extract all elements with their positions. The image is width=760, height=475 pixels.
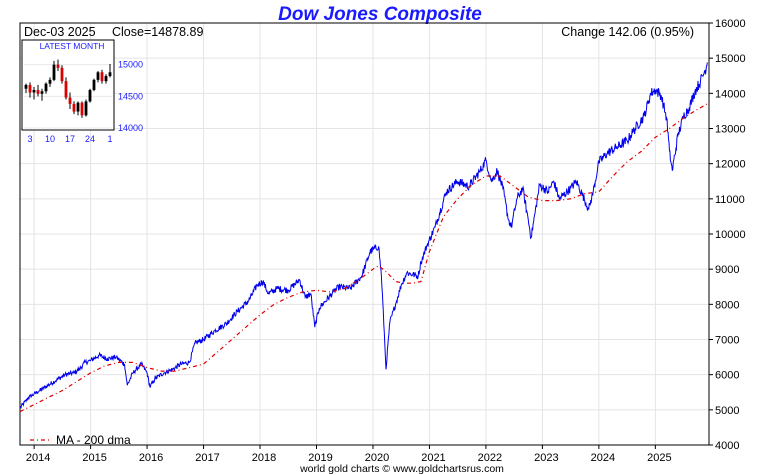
grid	[20, 22, 709, 446]
inset-candle-body	[28, 84, 32, 93]
x-tick-label: 2016	[139, 452, 163, 464]
y-tick-label: 16000	[715, 18, 746, 30]
inset-candle-body	[36, 90, 40, 94]
inset-x-tick-label: 24	[85, 134, 95, 144]
y-tick-label: 9000	[715, 264, 739, 276]
y-tick-label: 15000	[715, 53, 746, 65]
y-tick-label: 14000	[715, 88, 746, 100]
inset-y-tick-label: 15000	[118, 60, 143, 70]
x-tick-label: 2014	[26, 452, 50, 464]
x-tick-label: 2021	[421, 452, 445, 464]
x-tick-label: 2023	[534, 452, 558, 464]
x-tick-label: 2017	[195, 452, 219, 464]
inset-candle-body	[56, 64, 60, 68]
header-close: Close=14878.89	[112, 25, 203, 39]
inset-candle-body	[80, 102, 84, 116]
inset-x-axis: 3 10 17 24 1	[27, 134, 112, 144]
x-tick-label: 2015	[82, 452, 106, 464]
y-tick-label: 7000	[715, 335, 739, 347]
inset-y-tick-label: 14000	[118, 123, 143, 133]
inset-candle-body	[24, 84, 28, 89]
legend: MA - 200 dma	[30, 433, 131, 447]
inset-candle-body	[88, 90, 92, 102]
inset-grid	[24, 64, 112, 129]
inset-candle-body	[44, 83, 48, 92]
inset-x-tick-label: 3	[27, 134, 32, 144]
inset-candle-body	[100, 72, 104, 82]
y-tick-label: 8000	[715, 299, 739, 311]
x-tick-label: 2025	[647, 452, 671, 464]
inset-x-tick-label: 17	[65, 134, 75, 144]
y-tick-label: 5000	[715, 405, 739, 417]
x-tick-label: 2020	[365, 452, 389, 464]
inset-candle-body	[32, 90, 36, 93]
y-tick-label: 10000	[715, 229, 746, 241]
inset-candle-body	[104, 76, 108, 82]
y-tick-label: 4000	[715, 440, 739, 452]
inset-candle-body	[48, 79, 52, 84]
inset-candle-body	[64, 81, 68, 98]
x-tick-label: 2024	[591, 452, 615, 464]
price-series-line	[19, 62, 708, 409]
x-tick-label: 2022	[478, 452, 502, 464]
inset-title: LATEST MONTH	[40, 41, 105, 51]
y-tick-label: 11000	[715, 194, 745, 206]
x-tick-label: 2019	[308, 452, 332, 464]
inset-x-tick-label: 1	[107, 134, 112, 144]
y-tick-label: 12000	[715, 159, 746, 171]
inset-candle-body	[52, 64, 56, 80]
credit-text: world gold charts © www.goldchartsrus.co…	[299, 463, 504, 475]
inset-candle-body	[76, 102, 80, 112]
latest-month-inset: LATEST MONTH 15000 14500 14000 3 10 17 24 1	[21, 39, 143, 144]
inset-y-tick-label: 14500	[118, 91, 143, 101]
ma-200-series-line	[19, 103, 708, 413]
inset-candle-body	[40, 91, 44, 94]
inset-candle-body	[60, 67, 64, 82]
header-change: Change 142.06 (0.95%)	[561, 25, 694, 39]
inset-candle-body	[68, 97, 72, 104]
y-tick-label: 13000	[715, 124, 746, 136]
inset-candles	[24, 59, 112, 118]
chart-title: Dow Jones Composite	[278, 4, 482, 25]
inset-candle-body	[96, 72, 100, 80]
inset-candle-body	[72, 103, 76, 112]
inset-candle-body	[84, 101, 88, 116]
x-tick-label: 2018	[252, 452, 276, 464]
inset-x-tick-label: 10	[45, 134, 55, 144]
y-axis: 4000 5000 6000 7000 8000 9000 10000 11000 12000 1…	[709, 18, 746, 452]
y-tick-label: 6000	[715, 370, 739, 382]
inset-frame	[21, 39, 115, 131]
legend-ma-label: MA - 200 dma	[56, 433, 131, 447]
header-date: Dec-03 2025	[24, 25, 96, 39]
x-axis: 2014 2015 2016 2017 2018 2019 2020 2021 2022 2023…	[26, 445, 672, 464]
inset-candle-body	[92, 79, 96, 90]
inset-candle-body	[108, 72, 112, 77]
inset-y-axis: 15000 14500 14000	[118, 60, 143, 133]
